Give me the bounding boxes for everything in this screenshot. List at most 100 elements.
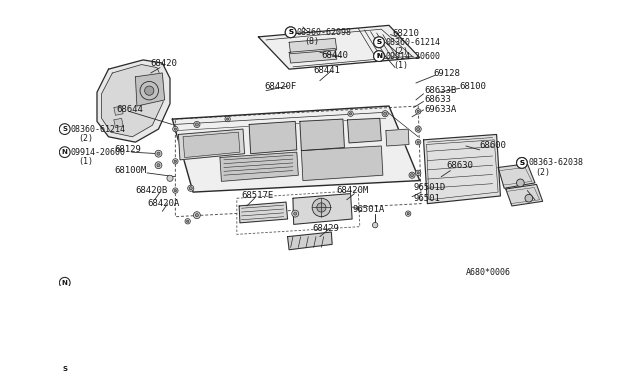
Circle shape <box>294 212 297 215</box>
Circle shape <box>167 175 173 181</box>
Circle shape <box>188 185 194 191</box>
Circle shape <box>145 86 154 95</box>
Text: 68100M: 68100M <box>114 166 146 175</box>
Polygon shape <box>300 119 344 151</box>
Polygon shape <box>183 132 240 157</box>
Text: N: N <box>376 53 382 59</box>
Polygon shape <box>348 118 381 143</box>
Circle shape <box>60 147 70 157</box>
Circle shape <box>292 210 299 217</box>
Text: N: N <box>62 280 68 286</box>
Circle shape <box>407 212 410 215</box>
Polygon shape <box>172 106 420 192</box>
Polygon shape <box>424 134 500 203</box>
Circle shape <box>417 141 419 143</box>
Circle shape <box>174 160 177 163</box>
Circle shape <box>173 159 178 164</box>
Circle shape <box>382 110 388 117</box>
Text: 08360-62098: 08360-62098 <box>297 28 352 37</box>
Text: 08363-62038: 08363-62038 <box>528 158 583 167</box>
Circle shape <box>374 37 385 48</box>
Circle shape <box>140 81 159 100</box>
Text: 68429: 68429 <box>312 224 339 234</box>
Circle shape <box>415 126 421 132</box>
Circle shape <box>155 150 162 157</box>
Circle shape <box>417 172 419 174</box>
Text: 69128: 69128 <box>433 69 460 78</box>
Text: S: S <box>520 160 524 166</box>
Text: 68420: 68420 <box>151 58 178 67</box>
Text: 68420F: 68420F <box>264 81 297 90</box>
Circle shape <box>174 128 177 130</box>
Polygon shape <box>259 25 420 69</box>
Polygon shape <box>301 146 383 180</box>
Circle shape <box>516 179 524 187</box>
Circle shape <box>317 203 326 212</box>
Text: 68100: 68100 <box>460 81 486 90</box>
Circle shape <box>173 188 178 193</box>
Text: (1): (1) <box>393 61 408 70</box>
Circle shape <box>415 140 421 145</box>
Text: N: N <box>62 149 68 155</box>
Circle shape <box>60 124 70 134</box>
Text: (1): (1) <box>79 157 93 166</box>
Polygon shape <box>136 73 164 106</box>
Text: 09914-20600: 09914-20600 <box>385 52 440 61</box>
Text: 08360-61214: 08360-61214 <box>71 125 126 134</box>
Text: S: S <box>62 126 67 132</box>
Text: 68210: 68210 <box>393 29 420 38</box>
Circle shape <box>383 112 387 115</box>
Circle shape <box>157 152 160 155</box>
Text: 68441: 68441 <box>314 66 340 75</box>
Circle shape <box>173 126 178 132</box>
Polygon shape <box>287 232 332 250</box>
Circle shape <box>374 51 385 61</box>
Circle shape <box>417 128 420 131</box>
Circle shape <box>516 157 527 168</box>
Text: S: S <box>376 39 381 45</box>
Text: S: S <box>288 29 293 35</box>
Circle shape <box>193 212 200 219</box>
Text: 68420M: 68420M <box>337 186 369 195</box>
Polygon shape <box>179 129 244 160</box>
Text: (2): (2) <box>79 134 93 143</box>
Circle shape <box>194 121 200 128</box>
Text: 68630: 68630 <box>447 161 474 170</box>
Text: 68633B: 68633B <box>424 86 456 95</box>
Text: 68600: 68600 <box>479 141 506 151</box>
Text: 69633A: 69633A <box>424 105 456 114</box>
Text: (2): (2) <box>536 168 551 177</box>
Text: 09914-20600: 09914-20600 <box>71 148 126 157</box>
Text: 68420A: 68420A <box>147 199 179 208</box>
Polygon shape <box>97 60 170 142</box>
Text: S: S <box>288 29 293 35</box>
Circle shape <box>525 195 532 202</box>
Polygon shape <box>114 106 123 115</box>
Circle shape <box>312 198 331 217</box>
Polygon shape <box>220 152 298 181</box>
Text: 68440: 68440 <box>321 51 348 60</box>
Circle shape <box>195 214 198 217</box>
Text: 96501A: 96501A <box>352 205 385 214</box>
Polygon shape <box>249 121 297 154</box>
Text: S: S <box>376 39 381 45</box>
Text: 96501D: 96501D <box>413 183 446 192</box>
Circle shape <box>189 187 192 190</box>
Circle shape <box>227 118 228 120</box>
Text: 68129: 68129 <box>114 145 141 154</box>
Polygon shape <box>114 118 123 128</box>
Polygon shape <box>386 129 409 146</box>
Circle shape <box>415 109 421 114</box>
Circle shape <box>195 123 198 126</box>
Circle shape <box>349 113 352 115</box>
Polygon shape <box>289 48 337 63</box>
Circle shape <box>285 27 296 38</box>
Circle shape <box>60 278 70 288</box>
Circle shape <box>372 222 378 228</box>
Polygon shape <box>498 164 535 188</box>
Polygon shape <box>506 185 543 206</box>
Text: (8): (8) <box>305 37 319 46</box>
Text: 68633: 68633 <box>424 95 451 105</box>
Polygon shape <box>293 194 352 224</box>
Circle shape <box>186 220 189 222</box>
